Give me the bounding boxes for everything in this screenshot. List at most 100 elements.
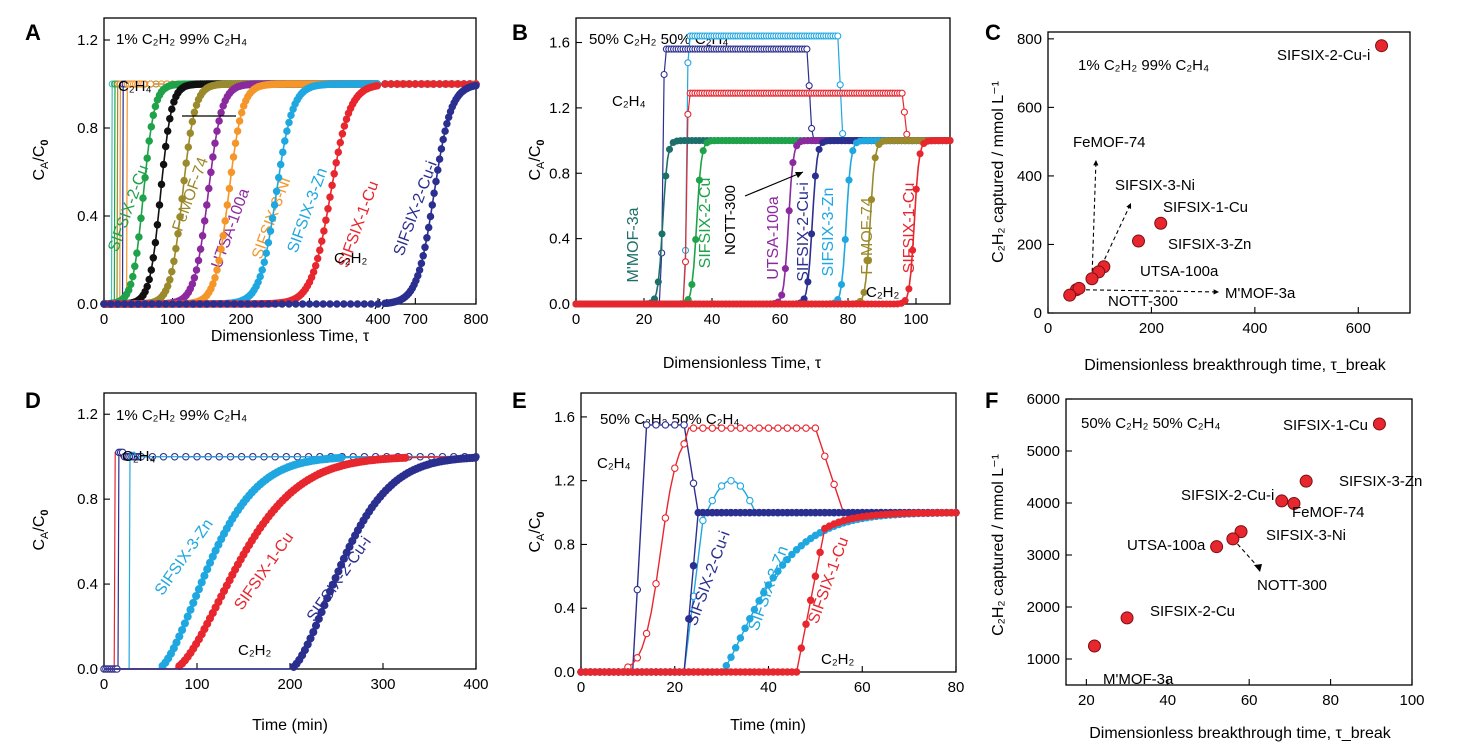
c2h2-markers-sifsix-3-zn-b-point xyxy=(841,235,849,244)
x-tick-label-a: 800 xyxy=(463,311,488,328)
c2h2-markers-sifsix-2-cu-a-point xyxy=(147,122,156,131)
point-label-sifsix-3-ni-f: SIFSIX-3-Ni xyxy=(1266,527,1346,544)
c2h2-markers-sifsix-2-cu-i-a-point xyxy=(168,300,177,308)
c2h2-markers-sifsix-2-cu-i-b-point xyxy=(811,172,819,180)
point-label-nott-300-c: NOTT-300 xyxy=(1108,293,1178,310)
c2h2-markers-utsa-100a-a-point xyxy=(190,274,199,282)
c2h2-markers-sifsix-2-cu-i-a-point xyxy=(148,300,156,308)
c2h2-markers-utsa-100a-a-point xyxy=(194,256,203,265)
c2h2-markers-sifsix-2-cu-i-a-point xyxy=(250,300,259,308)
c2h4-curve-sifsix-3-zn-e-markers-point xyxy=(727,476,735,485)
point-m-mof-3a-c xyxy=(1063,288,1077,302)
c2h2-markers-sifsix-3-zn-a-point xyxy=(279,148,287,156)
x-axis-c: 0 200 400 600 xyxy=(1044,307,1371,337)
y-tick-label-d: 0.0 xyxy=(77,661,98,678)
c2h2-markers-utsa-100a-a-point xyxy=(192,266,201,274)
c2h2-markers-sifsix-2-cu-i-a-point xyxy=(196,300,204,308)
nott-300-label-b: NOTT-300 xyxy=(722,185,739,255)
c2h4-markers-sifsix-2-cu-i-b-point xyxy=(805,82,813,90)
c2h2-markers-sifsix-3-zn-b-point xyxy=(837,280,846,289)
curve-label-utsa-100a-a: UTSA-100a xyxy=(208,186,253,270)
c2h2-markers-femof-74-b-point xyxy=(871,154,879,162)
c2h2-markers-utsa-100a-a-point xyxy=(215,117,223,125)
c2h2-markers-utsa-100a-a-point xyxy=(205,184,213,193)
y-tick-label-f: 3000 xyxy=(1027,547,1060,564)
c2h4-curve-sifsix-3-zn-e-markers-point xyxy=(708,496,717,505)
c2h2-markers-sifsix-2-cu-i-a-point xyxy=(120,300,129,308)
point-label-m-mof-3a-f: M'MOF-3a xyxy=(1103,671,1174,688)
c2h2-markers-sifsix-2-cu-i-b-point xyxy=(815,145,823,153)
c2h2-markers-utsa-100a-a-point xyxy=(188,280,197,288)
y-tick-label-f: 2000 xyxy=(1027,599,1060,616)
y-tick-label-f: 4000 xyxy=(1027,495,1060,512)
y-axis-label-a: CA/C0 xyxy=(31,139,51,180)
c2h2-markers-femof-74-a-point xyxy=(170,257,178,266)
y-axis-label-c: C₂H₂ captured / mmol L⁻¹ xyxy=(990,81,1007,263)
c2h2-markers-sifsix-3-zn-a-point xyxy=(268,214,277,223)
c2h2-markers-sifsix-3-zn-a-point xyxy=(260,258,269,266)
curve-label-m-mof-3a-b: M'MOF-3a xyxy=(625,207,642,282)
c2h2-markers-sifsix-3-zn-d-point xyxy=(337,453,346,462)
curve-label-sifsix-1-cu-d: SIFSIX-1-Cu xyxy=(231,529,297,613)
panel-b: B 50% C₂H₂ 50% C₂H₄ 0.00.40.81.21.6 0 20 4… xyxy=(512,17,954,372)
point-label-femof-74-f: FeMOF-74 xyxy=(1292,504,1365,521)
c2h2-markers-utsa-100a-b-point xyxy=(781,265,789,273)
c2h2-markers-sifsix-2-cu-i-a-point xyxy=(155,300,163,308)
c2h2-markers-sifsix-2-cu-i-a-point xyxy=(333,300,341,308)
y-tick-label-a: 0.8 xyxy=(77,120,98,137)
c2h2-label-a: C₂H₂ xyxy=(334,250,367,267)
c2h4-curve-sifsix-2-cu-i-e-markers-point xyxy=(652,421,660,429)
y-tick-label-c: 400 xyxy=(1017,168,1042,185)
curve-label-sifsix-2-cu-i-e: SIFSIX-2-Cu-i xyxy=(684,529,734,628)
y-tick-label-b: 0.8 xyxy=(549,165,570,182)
point-label-sifsix-2-cu-f: SIFSIX-2-Cu xyxy=(1150,603,1235,620)
x-tick-label-e: 40 xyxy=(760,679,777,696)
c2h2-markers-sifsix-2-cu-i-a-point xyxy=(209,300,218,308)
c2h2-markers-sifsix-3-ni-a-point xyxy=(227,168,236,177)
x-tick-label-f: 100 xyxy=(1399,692,1424,709)
c2h2-markers-sifsix-1-cu-a-point xyxy=(316,246,324,254)
c2h2-curve-sifsix-1-cu-e-markers-point xyxy=(797,644,806,652)
c2h2-markers-sifsix-2-cu-i-a-point xyxy=(417,259,426,268)
c2h2-markers-sifsix-3-zn-a-point xyxy=(274,173,283,182)
c2h2-markers-utsa-100a-b-point xyxy=(789,159,797,167)
c2h2-markers-sifsix-1-cu-a-point xyxy=(454,80,462,88)
c2h2-markers-sifsix-2-cu-i-a-point xyxy=(107,300,115,308)
c2h2-markers-sifsix-3-zn-a-point xyxy=(266,227,275,235)
condition-label-a: 1% C₂H₂ 99% C₂H₄ xyxy=(116,31,247,48)
c2h2-markers-femof-74-a-point xyxy=(174,229,182,238)
point-label-sifsix-1-cu-f: SIFSIX-1-Cu xyxy=(1283,417,1368,434)
c2h2-markers-femof-74-a-point xyxy=(166,276,174,284)
c2h4-curve-sifsix-1-cu-e-markers-point xyxy=(671,464,679,472)
panel-label-c: C xyxy=(985,20,1001,45)
point-label-sifsix-2-cu-i-c: SIFSIX-2-Cu-i xyxy=(1277,47,1370,64)
c2h2-markers-femof-74-a-point xyxy=(163,282,172,290)
c2h2-markers-sifsix-1-cu-a-point xyxy=(313,254,322,263)
c2h4-curve-sifsix-3-zn-e-markers-point xyxy=(699,516,707,525)
y-tick-label-b: 0.0 xyxy=(549,296,570,313)
c2h2-markers-sifsix-1-cu-a-point xyxy=(322,216,330,224)
c2h2-markers-sifsix-1-cu-a-point xyxy=(393,80,401,88)
c2h4-curve-sifsix-1-cu-e-markers-point xyxy=(689,424,698,432)
c2h2-markers-sifsix-1-cu-a-point xyxy=(311,261,320,270)
y-tick-label-b: 1.2 xyxy=(549,100,570,117)
c2h2-markers-utsa-100a-a-point xyxy=(203,201,211,209)
c2h2-curve-sifsix-3-zn-e-markers-point xyxy=(727,653,735,661)
c2h4-markers-sifsix-1-cu-b-point xyxy=(681,258,690,266)
c2h2-markers-utsa-100a-a-point xyxy=(217,108,225,117)
axes-frame-f xyxy=(1065,398,1413,686)
c2h4-label-a: C₂H₄ xyxy=(118,78,152,95)
curve-label-sifsix-2-cu-i-d: SIFSIX-2-Cu-i xyxy=(304,534,375,625)
x-tick-label-f: 40 xyxy=(1159,692,1176,709)
leader-line-c xyxy=(1091,159,1097,279)
c2h2-markers-sifsix-2-cu-i-a-point xyxy=(421,243,429,252)
c2h2-markers-sifsix-2-cu-i-a-point xyxy=(264,300,273,308)
c2h2-markers-sifsix-2-cu-a-point xyxy=(133,249,141,257)
point-label-sifsix-3-zn-f: SIFSIX-3-Zn xyxy=(1339,473,1422,490)
point-label-sifsix-2-cu-i-f: SIFSIX-2-Cu-i xyxy=(1181,487,1274,504)
c2h2-markers-nott-300-a-point xyxy=(153,221,162,229)
c2h2-markers-nott-300-a-point xyxy=(149,254,158,262)
c2h2-markers-sifsix-1-cu-a-point xyxy=(399,80,407,88)
c2h4-curve-sifsix-1-cu-e-markers-point xyxy=(755,424,763,432)
